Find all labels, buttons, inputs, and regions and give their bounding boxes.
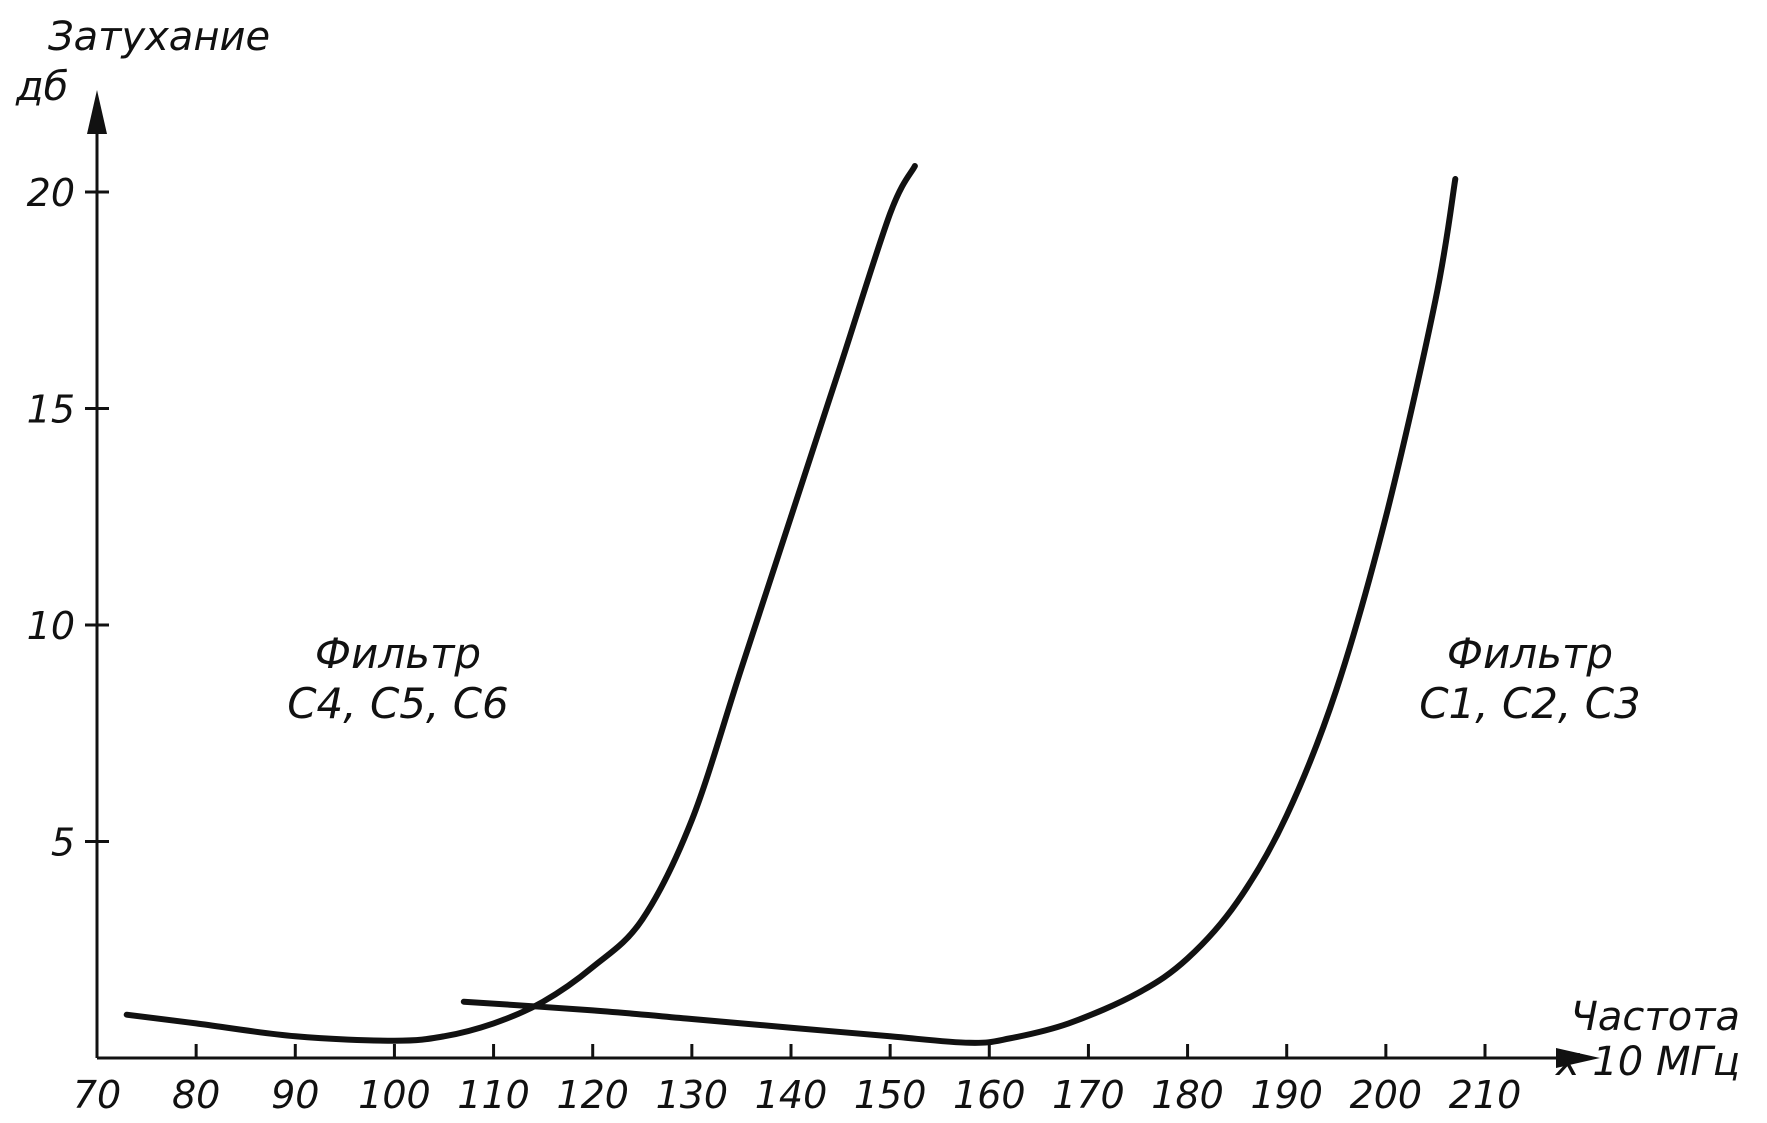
series-label-c4c5c6-line1: Фильтр [315,629,481,678]
x-tick-label: 150 [854,1073,927,1117]
series-label-c1c2c3-line2: С1, С2, С3 [1419,679,1641,728]
x-tick-label: 180 [1151,1073,1224,1117]
x-tick-label: 100 [358,1073,431,1117]
x-tick-label: 210 [1449,1073,1522,1117]
y-tick-label: 10 [27,604,75,648]
series-label-c4c5c6-line2: С4, С5, С6 [287,679,509,728]
x-tick-label: 190 [1250,1073,1323,1117]
axes [87,90,1600,1068]
x-tick-label: 90 [271,1073,319,1117]
series-line-c1c2c3 [460,176,1459,1046]
x-axis-title-line2: х 10 МГц [1554,1039,1740,1085]
y-axis-arrow [87,90,107,134]
series-line-c4c5c6 [123,163,918,1044]
x-axis-title-line1: Частота [1570,994,1740,1040]
ticks: 70 80 90 100 110 120 130 140 150 160 170 180 190 200 2… [27,171,1522,1117]
x-tick-label: 80 [172,1073,220,1117]
x-tick-label: 160 [953,1073,1026,1117]
x-tick-label: 170 [1052,1073,1125,1117]
y-tick-label: 5 [51,821,75,865]
x-tick-label: 130 [656,1073,729,1117]
x-tick-label: 120 [556,1073,629,1117]
y-tick-label: 15 [27,388,75,432]
x-axis-arrow [1556,1048,1600,1068]
y-axis-title-line1: Затухание [48,14,270,60]
series-label-c1c2c3-line1: Фильтр [1447,629,1613,678]
x-tick-label: 140 [755,1073,828,1117]
y-tick-label: 20 [27,171,75,215]
x-tick-label: 200 [1350,1073,1423,1117]
x-tick-label: 110 [457,1073,530,1117]
y-axis-title-line2: дб [15,64,68,110]
x-tick-label: 70 [73,1073,121,1117]
series-layer [123,163,1459,1046]
